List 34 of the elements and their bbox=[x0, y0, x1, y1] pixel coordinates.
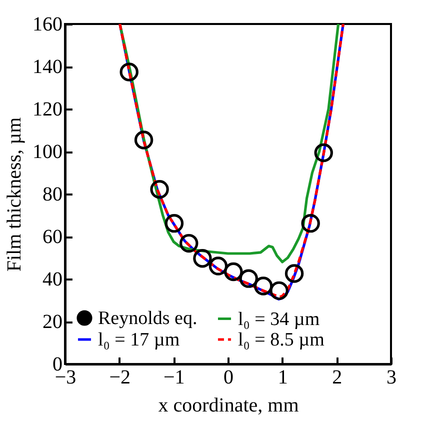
point bbox=[150, 180, 169, 199]
y-tick-label: 60 bbox=[42, 226, 62, 248]
point bbox=[270, 281, 288, 300]
point bbox=[164, 214, 184, 233]
point bbox=[193, 249, 212, 268]
point bbox=[208, 256, 228, 276]
x-tick-label: −1 bbox=[164, 366, 185, 388]
legend-label: l₀ = 17 µm bbox=[98, 330, 180, 350]
point bbox=[224, 262, 243, 282]
x-tick-label: 3 bbox=[386, 366, 396, 388]
point bbox=[120, 62, 138, 82]
legend-label: l₀ = 8.5 µm bbox=[238, 330, 325, 350]
point bbox=[284, 264, 304, 283]
point bbox=[180, 234, 198, 253]
y-tick-label: 120 bbox=[32, 98, 62, 120]
y-tick-label: 40 bbox=[42, 268, 62, 290]
point bbox=[314, 143, 333, 162]
x-tick-label: −2 bbox=[109, 366, 130, 388]
legend-label: Reynolds eq. bbox=[98, 308, 198, 329]
x-tick-label: 2 bbox=[332, 366, 342, 388]
y-tick-label: 80 bbox=[42, 184, 62, 206]
y-tick-label: 160 bbox=[32, 14, 62, 36]
point bbox=[134, 130, 154, 150]
y-tick-label: 140 bbox=[32, 56, 62, 78]
x-axis-title: x coordinate, mm bbox=[158, 394, 300, 416]
point bbox=[239, 269, 258, 288]
y-tick-label: 100 bbox=[32, 141, 62, 163]
legend-label: l₀ = 34 µm bbox=[238, 308, 320, 330]
y-axis-title: Film thickness, µm bbox=[4, 116, 26, 272]
point bbox=[301, 214, 320, 233]
x-tick-label: 1 bbox=[278, 366, 288, 388]
point bbox=[254, 276, 273, 296]
y-tick-label: 20 bbox=[42, 311, 62, 333]
x-tick-label: 0 bbox=[224, 366, 234, 388]
